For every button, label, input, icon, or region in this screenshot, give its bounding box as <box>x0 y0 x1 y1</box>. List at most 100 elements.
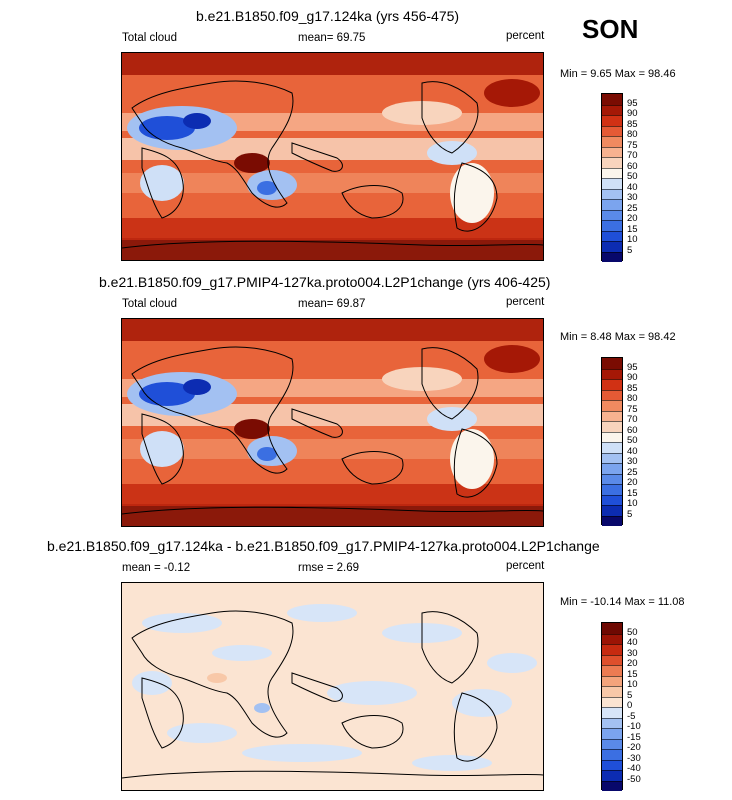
colorbar-tick-label: -30 <box>627 752 641 764</box>
colorbar-segment <box>602 157 622 168</box>
panel-3-field <box>122 583 543 790</box>
coastline <box>122 610 543 779</box>
colorbar-segment <box>602 421 622 432</box>
colorbar-segment <box>602 199 622 210</box>
colorbar-segment <box>602 209 622 220</box>
colorbar-tick-label: -40 <box>627 763 641 774</box>
panel-2-colorbar <box>601 357 623 526</box>
colorbar-tick-label: -50 <box>627 773 641 785</box>
colorbar-segment <box>602 167 622 178</box>
colorbar-tick-label: 25 <box>627 202 638 214</box>
colorbar-segment <box>602 665 622 676</box>
colorbar-tick-label: 40 <box>627 445 638 457</box>
colorbar-segment <box>602 473 622 484</box>
colorbar-segment <box>602 178 622 189</box>
colorbar-segment <box>602 759 622 770</box>
colorbar-tick-label: -5 <box>627 710 636 722</box>
panel-3-colorbar <box>601 622 623 791</box>
colorbar-segment <box>602 410 622 421</box>
colorbar-segment <box>602 220 622 231</box>
panel-1-map <box>121 52 544 261</box>
colorbar-tick-label: 5 <box>627 244 633 256</box>
colorbar-segment <box>602 644 622 655</box>
colorbar-segment <box>602 146 622 157</box>
colorbar-tick-label: 95 <box>627 97 638 109</box>
colorbar-segment <box>602 104 622 115</box>
colorbar-tick-label: -15 <box>627 731 641 743</box>
coastline <box>122 346 543 515</box>
colorbar-tick-label: 40 <box>627 637 638 648</box>
colorbar-tick-label: 20 <box>627 658 638 669</box>
colorbar-segment <box>602 494 622 505</box>
colorbar-tick-label: 70 <box>627 150 638 161</box>
colorbar-segment <box>602 686 622 697</box>
panel-1-minmax: Min = 9.65 Max = 98.46 <box>560 68 676 80</box>
colorbar-tick-label: 80 <box>627 393 638 404</box>
panel-1-field <box>122 53 543 260</box>
panel-3-mean-label: mean = -0.12 <box>122 562 191 574</box>
season-label: SON <box>582 14 639 44</box>
colorbar-segment <box>602 125 622 136</box>
colorbar-segment <box>602 241 622 252</box>
colorbar-tick-label: 30 <box>627 647 638 659</box>
panel-2-minmax: Min = 8.48 Max = 98.42 <box>560 331 676 343</box>
colorbar-tick-label: 80 <box>627 129 638 140</box>
colorbar-tick-label: 15 <box>627 487 638 499</box>
colorbar-segment <box>602 654 622 665</box>
panel-3-minmax: Min = -10.14 Max = 11.08 <box>560 596 685 608</box>
colorbar-segment <box>602 442 622 453</box>
colorbar-tick-label: 20 <box>627 213 638 224</box>
colorbar-segment <box>602 633 622 644</box>
colorbar-tick-label: 60 <box>627 160 638 172</box>
colorbar-tick-label: 30 <box>627 192 638 203</box>
panel-3-title: b.e21.B1850.f09_g17.124ka - b.e21.B1850.… <box>47 538 600 554</box>
colorbar-tick-label: 75 <box>627 139 638 151</box>
panel-1-title: b.e21.B1850.f09_g17.124ka (yrs 456-475) <box>196 8 460 24</box>
panel-1-units-label: percent <box>506 30 545 42</box>
colorbar-tick-label: 25 <box>627 466 638 478</box>
colorbar-segment <box>602 368 622 379</box>
colorbar-tick-label: 50 <box>627 435 638 446</box>
colorbar-tick-label: 15 <box>627 223 638 235</box>
colorbar-tick-label: 85 <box>627 118 638 130</box>
colorbar-segment <box>602 115 622 126</box>
colorbar-tick-label: 50 <box>627 626 638 638</box>
colorbar-segment <box>602 749 622 760</box>
colorbar-tick-label: 0 <box>627 700 633 711</box>
colorbar-segment <box>602 623 622 634</box>
panel-1-colorbar <box>601 93 623 262</box>
colorbar-segment <box>602 400 622 411</box>
colorbar-tick-label: 75 <box>627 403 638 415</box>
colorbar-tick-label: 15 <box>627 668 638 680</box>
coastline <box>122 80 543 249</box>
colorbar-segment <box>602 94 622 105</box>
colorbar-tick-label: 60 <box>627 424 638 436</box>
colorbar-tick-label: 5 <box>627 689 633 701</box>
colorbar-segment <box>602 515 622 526</box>
colorbar-segment <box>602 484 622 495</box>
colorbar-tick-label: 30 <box>627 456 638 467</box>
colorbar-tick-label: 70 <box>627 414 638 425</box>
colorbar-tick-label: -20 <box>627 742 641 753</box>
colorbar-segment <box>602 358 622 369</box>
colorbar-tick-label: 40 <box>627 181 638 193</box>
colorbar-segment <box>602 136 622 147</box>
colorbar-tick-label: 10 <box>627 679 638 690</box>
colorbar-tick-label: 90 <box>627 108 638 119</box>
colorbar-segment <box>602 780 622 791</box>
colorbar-tick-label: 50 <box>627 171 638 182</box>
panel-2-units-label: percent <box>506 296 545 308</box>
colorbar-tick-label: 20 <box>627 477 638 488</box>
colorbar-segment <box>602 431 622 442</box>
colorbar-segment <box>602 463 622 474</box>
panel-1-mean-label: mean= 69.75 <box>298 32 366 44</box>
colorbar-segment <box>602 188 622 199</box>
colorbar-segment <box>602 770 622 781</box>
colorbar-tick-label: 5 <box>627 508 633 520</box>
colorbar-segment <box>602 251 622 262</box>
colorbar-tick-label: 90 <box>627 372 638 383</box>
colorbar-segment <box>602 696 622 707</box>
panel-1-variable-label: Total cloud <box>122 32 177 44</box>
panel-2-title: b.e21.B1850.f09_g17.PMIP4-127ka.proto004… <box>99 274 551 290</box>
panel-2-mean-label: mean= 69.87 <box>298 298 366 310</box>
